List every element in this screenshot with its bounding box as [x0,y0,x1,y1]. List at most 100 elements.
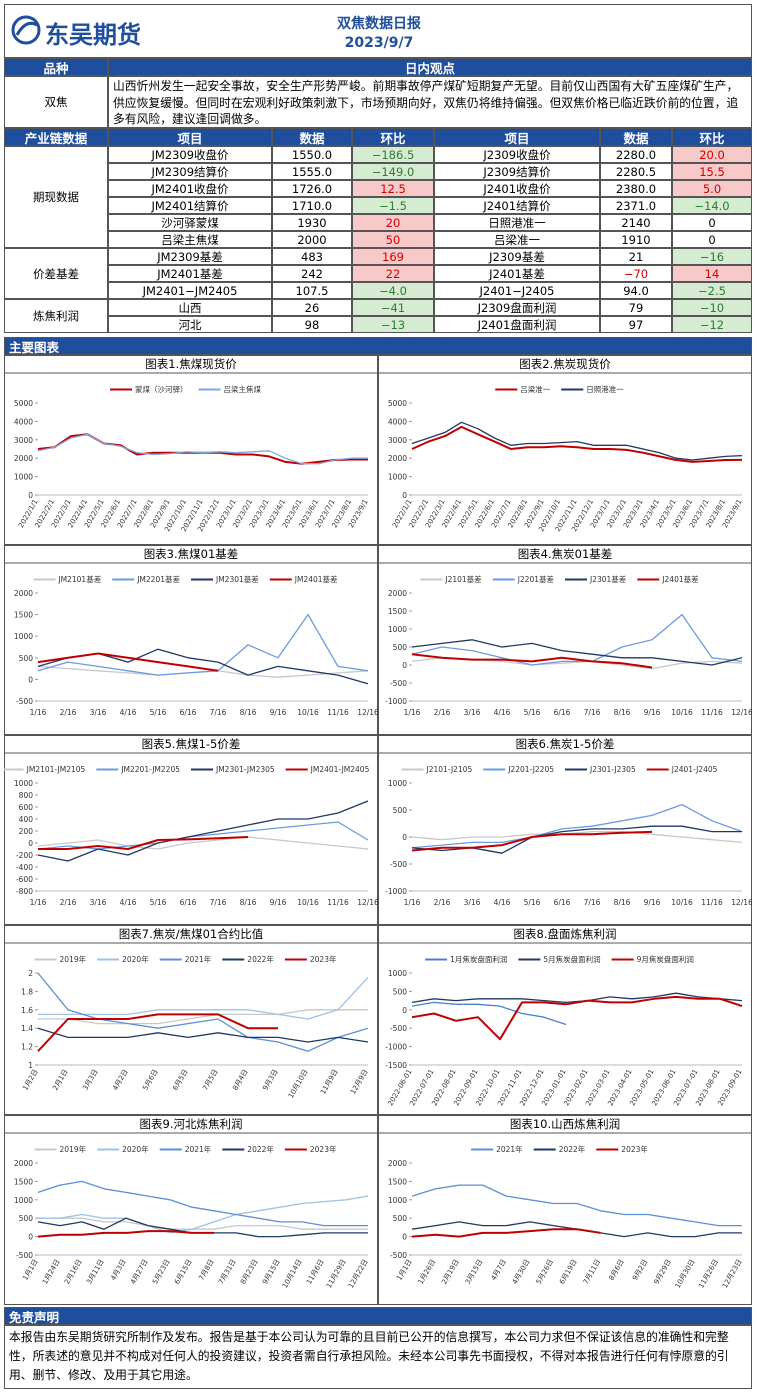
y-tick-label: 500 [393,806,408,815]
item-cell: JM2401收盘价 [108,180,272,197]
x-tick-label: 5/16 [150,898,167,907]
item-cell: JM2401−JM2405 [108,282,272,299]
legend-label: 2022年 [247,1144,274,1154]
series-line [37,652,219,672]
y-tick-label: 2000 [14,1159,33,1168]
item-cell: 吕梁准一 [434,231,600,248]
y-tick-label: -500 [16,1251,33,1260]
chart: 图表6.焦炭1-5价差 J2101-J2105 J2201-J2205 J2301-J… [378,735,752,925]
y-tick-label: 1000 [14,779,33,788]
x-tick-label: 6/16 [554,898,571,907]
y-tick-label: 1 [28,1061,33,1070]
legend-label: J2301-J2305 [589,765,636,774]
series-line [38,836,249,850]
x-tick-label: 6月5日 [171,1068,189,1092]
x-tick-label: 2月1日 [51,1068,69,1092]
chart: 图表7.焦炭/焦煤01合约比值 2019年 2020年 2021年 2022年 2023年… [4,925,378,1115]
chart-title: 图表10.山西炼焦利润 [510,1117,620,1131]
series-line [37,1027,369,1043]
table-head: 环比 [352,128,434,146]
change-cell: −2.5 [672,282,752,299]
x-tick-label: 10/16 [671,708,693,717]
item-cell: JM2309基差 [108,248,272,265]
legend-label: 日照港准一 [586,384,624,394]
x-tick-label: 7月8日 [197,1258,215,1282]
y-tick-label: -600 [16,875,33,884]
x-tick-label: 1/16 [404,708,421,717]
item-cell: JM2401结算价 [108,197,272,214]
x-tick-label: 12/16 [731,898,752,907]
y-tick-label: -800 [16,887,33,896]
legend-label: JM2301基差 [215,574,259,584]
x-tick-label: 1月26日 [417,1258,438,1286]
chart-title: 图表1.焦煤现货价 [145,357,237,371]
value-cell: 26 [272,299,352,316]
x-tick-label: 2月16日 [63,1258,84,1286]
series-line [37,972,369,1052]
series-line [37,821,369,850]
x-tick-label: 10月10日 [287,1068,310,1100]
change-cell: −14.0 [672,197,752,214]
legend-label: 2020年 [122,1144,149,1154]
item-cell: 山西 [108,299,272,316]
value-cell: 107.5 [272,282,352,299]
value-cell: 1726.0 [272,180,352,197]
series-line [411,639,743,666]
legend-label: JM2301-JM2305 [215,765,275,774]
y-tick-label: 2000 [14,589,33,598]
y-tick-label: 500 [393,987,408,996]
group-label: 价差基差 [4,248,108,299]
change-cell: 0 [672,231,752,248]
y-tick-label: 1.6 [21,1006,33,1015]
y-tick-label: 1000 [388,969,407,978]
value-cell: 1555.0 [272,163,352,180]
legend-label: J2301基差 [589,574,627,584]
y-tick-label: 200 [19,827,34,836]
group-label: 炼焦利润 [4,299,108,333]
x-tick-label: 6/16 [554,708,571,717]
x-tick-label: 4月3日 [109,1258,127,1282]
x-tick-label: 12月23日 [721,1258,744,1290]
value-cell: 1710.0 [272,197,352,214]
legend-label: J2101基差 [444,574,482,584]
y-tick-label: 0 [402,1006,407,1015]
y-tick-label: 2000 [14,454,33,463]
series-line [411,613,743,666]
legend-label: JM2401基差 [294,574,338,584]
view-head: 品种 [4,58,108,76]
item-cell: J2401结算价 [434,197,600,214]
y-tick-label: 0 [28,1233,33,1242]
report-date: 2023/9/7 [344,35,414,51]
series-line [411,1001,567,1026]
y-tick-label: 1500 [14,1177,33,1186]
legend-label: 5月焦炭盘面利润 [543,954,600,964]
x-tick-label: 1月2日 [21,1068,39,1092]
x-tick-label: 9月3日 [261,1068,279,1092]
series-line [411,830,743,844]
value-cell: 1930 [272,214,352,231]
x-tick-label: 7/16 [210,898,227,907]
chart: 图表8.盘面炼焦利润 1月焦炭盘面利润 5月焦炭盘面利润 9月焦炭盘面利润 -1500 -… [378,925,752,1115]
y-tick-label: 5000 [14,399,33,408]
x-tick-label: 9/16 [270,898,287,907]
change-cell: −4.0 [352,282,434,299]
y-tick-label: 1000 [388,779,407,788]
x-tick-label: 1/16 [404,898,421,907]
x-tick-label: 3/16 [90,708,107,717]
x-tick-label: 9/16 [270,708,287,717]
x-tick-label: 11月9日 [319,1068,340,1096]
series-line [37,1230,214,1238]
x-tick-label: 6月19日 [558,1258,579,1286]
y-tick-label: 1000 [388,473,407,482]
y-tick-label: -1000 [385,697,407,706]
x-tick-label: 4月27日 [129,1258,150,1286]
x-tick-label: 10月30日 [674,1258,697,1290]
table-head: 产业链数据 [4,128,108,146]
x-tick-label: 2/16 [60,708,77,717]
chart-frame [4,1115,378,1305]
change-cell: 20 [352,214,434,231]
chart: 图表10.山西炼焦利润 2021年 2022年 2023年 -500 0 500 1000 15… [378,1115,752,1305]
x-tick-label: 5月6日 [141,1068,159,1092]
